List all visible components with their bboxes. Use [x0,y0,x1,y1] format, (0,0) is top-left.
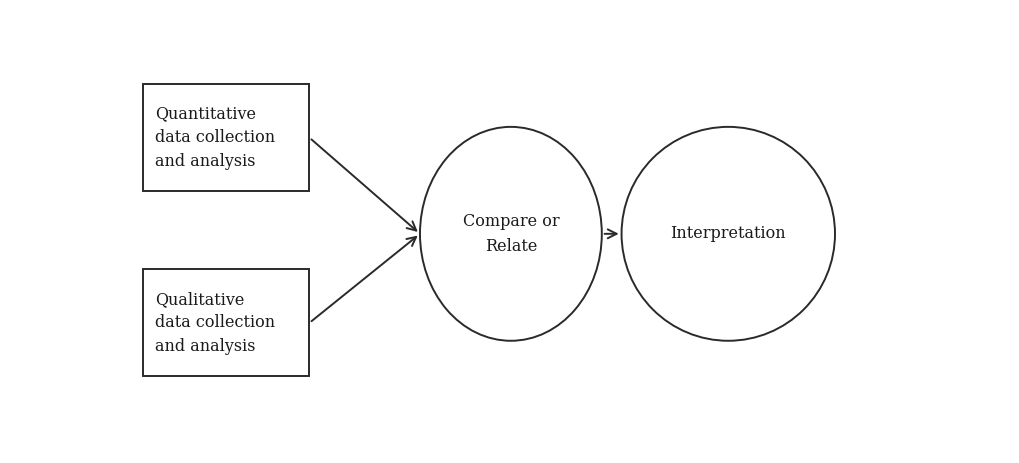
Ellipse shape [420,127,601,341]
Text: Interpretation: Interpretation [669,225,786,242]
Ellipse shape [621,127,835,341]
Text: Quantitative
data collection
and analysis: Quantitative data collection and analysi… [155,106,275,169]
Text: Compare or
Relate: Compare or Relate [463,213,558,255]
Text: Qualitative
data collection
and analysis: Qualitative data collection and analysis [155,291,275,355]
FancyBboxPatch shape [143,84,309,191]
FancyBboxPatch shape [143,269,309,376]
